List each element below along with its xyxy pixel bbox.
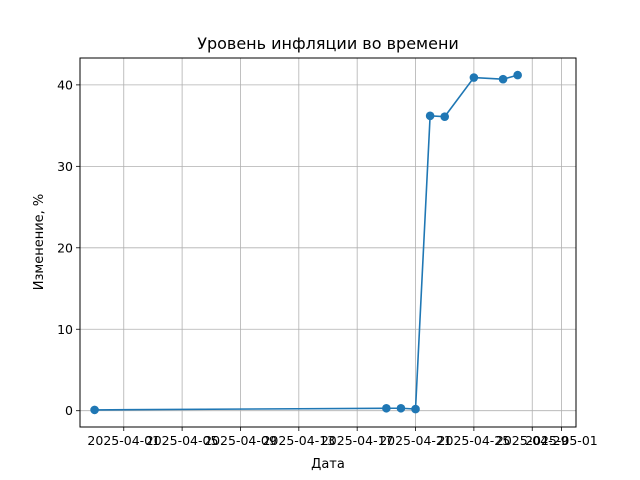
grid [80,58,576,427]
x-tick-label: 2025-04-13 [262,433,335,448]
x-axis-ticks: 2025-04-012025-04-052025-04-092025-04-13… [87,427,598,448]
y-tick-label: 20 [57,240,73,255]
x-tick-label: 2025-04-17 [321,433,394,448]
y-axis-label: Изменение, % [32,194,47,291]
x-tick-label: 2025-05-01 [525,433,598,448]
data-point [469,73,479,82]
chart-title: Уровень инфляции во времени [197,34,459,53]
y-tick-label: 0 [65,403,73,418]
x-tick-label: 2025-04-29 [496,433,569,448]
plot-frame [79,57,577,428]
data-point [396,403,406,413]
x-tick-label: 2025-04-01 [87,433,160,448]
x-tick-label: 2025-04-21 [379,433,452,448]
y-tick-label: 10 [57,322,73,337]
data-point [425,111,435,121]
y-tick-label: 40 [57,77,73,92]
y-axis-ticks: 0 10 20 30 40 [57,77,80,418]
y-tick-label: 30 [57,159,73,174]
x-tick-label: 2025-04-25 [438,433,511,448]
data-point [90,405,99,415]
data-point [513,70,522,80]
data-point [382,403,391,413]
data-point [440,112,450,121]
data-point [411,404,420,414]
x-tick-label: 2025-04-09 [204,433,277,448]
data-series [90,70,522,415]
x-tick-label: 2025-04-05 [146,433,219,448]
data-point [498,74,508,84]
x-axis-label: Дата [311,457,345,472]
